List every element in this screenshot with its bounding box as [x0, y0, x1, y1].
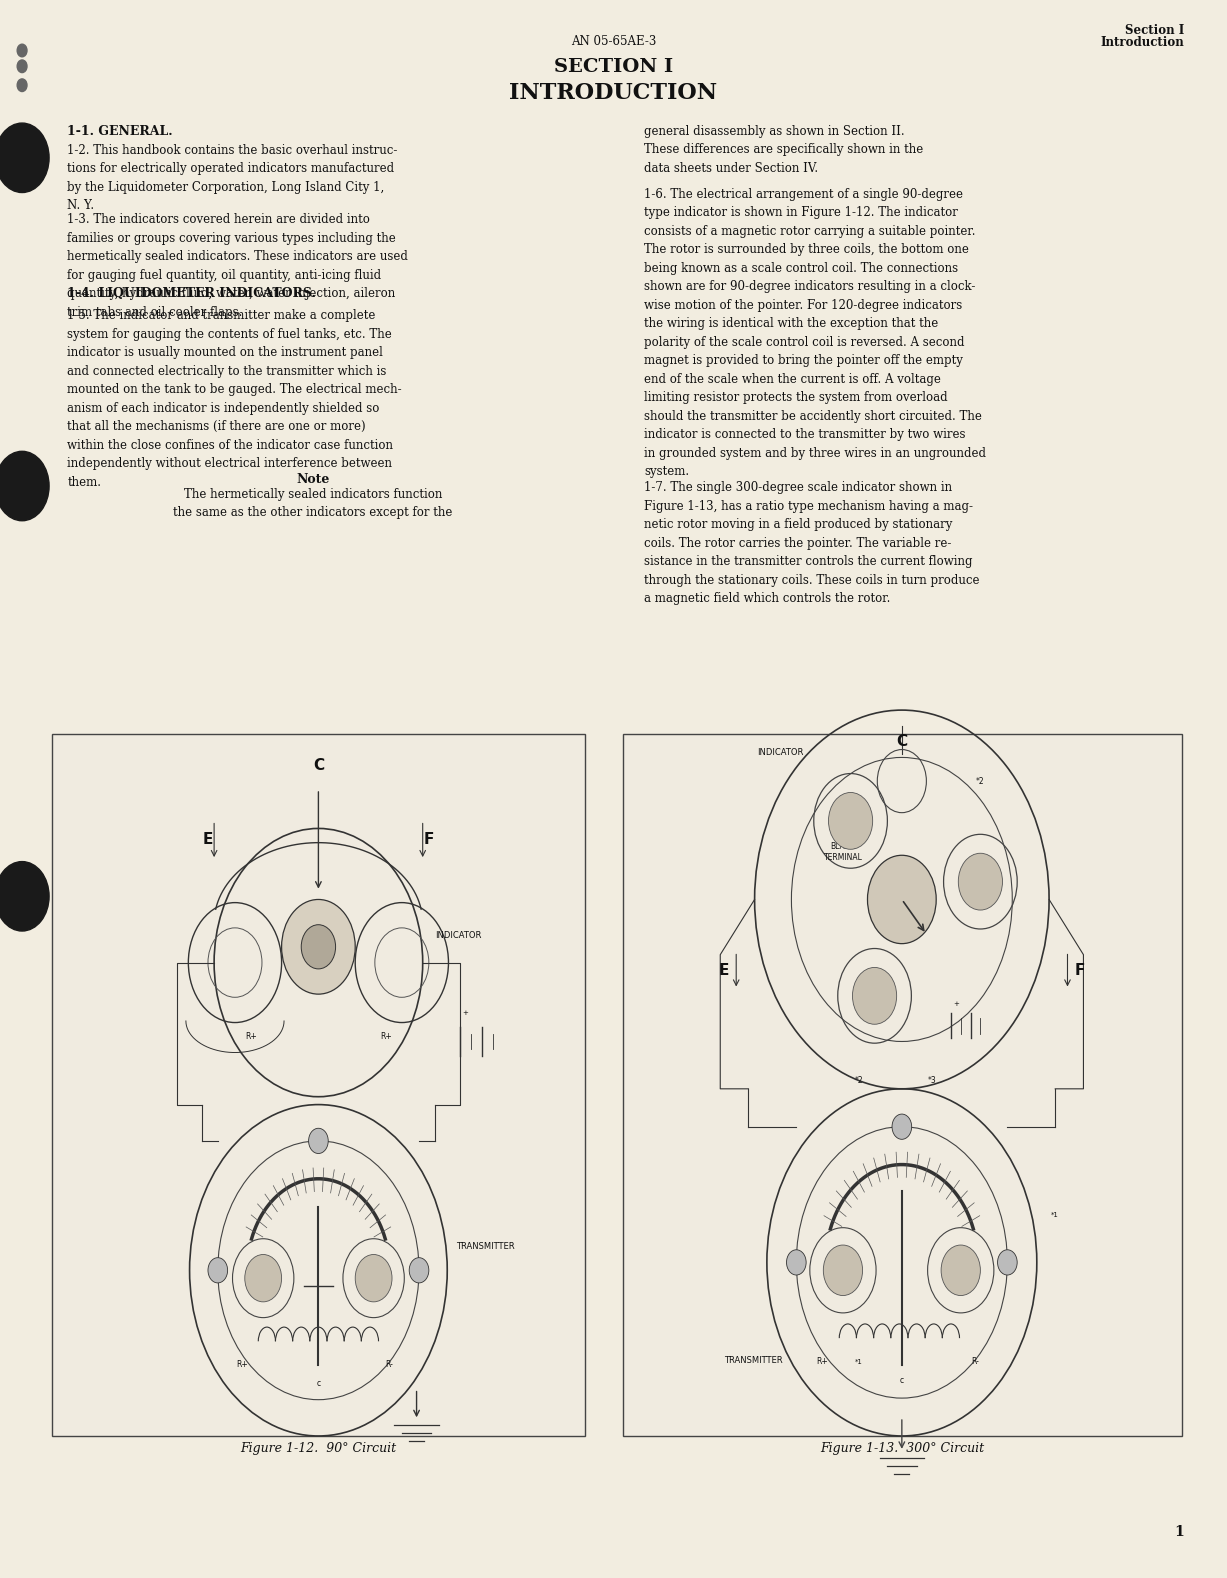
Circle shape	[0, 123, 49, 193]
Text: R+: R+	[380, 1032, 391, 1041]
Circle shape	[941, 1245, 980, 1296]
Circle shape	[356, 1255, 391, 1302]
Text: R+: R+	[816, 1357, 828, 1367]
Text: Figure 1-12.  90° Circuit: Figure 1-12. 90° Circuit	[240, 1442, 396, 1455]
Text: 1-6. The electrical arrangement of a single 90-degree
type indicator is shown in: 1-6. The electrical arrangement of a sin…	[644, 188, 987, 478]
Circle shape	[892, 1114, 912, 1139]
Text: *2: *2	[854, 1076, 864, 1086]
Circle shape	[867, 855, 936, 944]
Text: TRANSMITTER: TRANSMITTER	[455, 1242, 514, 1251]
Circle shape	[853, 967, 897, 1024]
Circle shape	[17, 60, 27, 73]
Text: INDICATOR: INDICATOR	[436, 931, 481, 940]
Text: E: E	[202, 832, 213, 847]
Text: INTRODUCTION: INTRODUCTION	[509, 82, 718, 104]
Text: 1-2. This handbook contains the basic overhaul instruc-
tions for electrically o: 1-2. This handbook contains the basic ov…	[67, 144, 398, 211]
Text: 1-4. LIQUIDOMETER INDICATORS.: 1-4. LIQUIDOMETER INDICATORS.	[67, 287, 317, 300]
Text: BLANK
TERMINAL: BLANK TERMINAL	[823, 843, 863, 862]
Circle shape	[0, 862, 49, 931]
Text: c: c	[899, 1376, 904, 1385]
Circle shape	[0, 451, 49, 521]
Text: *1: *1	[1052, 1212, 1059, 1218]
Bar	[52, 734, 585, 1436]
Circle shape	[245, 1255, 281, 1302]
Text: +: +	[463, 1010, 469, 1016]
Text: F: F	[1075, 963, 1085, 978]
Circle shape	[787, 1250, 806, 1275]
Text: 1-7. The single 300-degree scale indicator shown in
Figure 1-13, has a ratio typ: 1-7. The single 300-degree scale indicat…	[644, 481, 979, 606]
Text: C: C	[313, 757, 324, 773]
Text: Figure 1-13.  300° Circuit: Figure 1-13. 300° Circuit	[821, 1442, 984, 1455]
Text: TRANSMITTER: TRANSMITTER	[724, 1356, 783, 1365]
Text: F: F	[423, 832, 434, 847]
Text: C: C	[896, 734, 908, 750]
Text: 1: 1	[1174, 1524, 1184, 1539]
Circle shape	[17, 79, 27, 92]
Text: R+: R+	[237, 1360, 248, 1370]
Text: AN 05-65AE-3: AN 05-65AE-3	[571, 35, 656, 47]
Text: R-: R-	[972, 1357, 979, 1367]
Text: general disassembly as shown in Section II.
These differences are specifically s: general disassembly as shown in Section …	[644, 125, 924, 175]
Text: 1-5. The indicator and transmitter make a complete
system for gauging the conten: 1-5. The indicator and transmitter make …	[67, 309, 402, 489]
Bar	[623, 734, 1182, 1436]
Text: 1-1. GENERAL.: 1-1. GENERAL.	[67, 125, 173, 137]
Text: 1-3. The indicators covered herein are divided into
families or groups covering : 1-3. The indicators covered herein are d…	[67, 213, 409, 319]
Text: c: c	[317, 1379, 320, 1389]
Circle shape	[17, 44, 27, 57]
Text: *3: *3	[928, 1076, 937, 1086]
Text: Note: Note	[296, 473, 330, 486]
Text: The hermetically sealed indicators function
the same as the other indicators exc: The hermetically sealed indicators funct…	[173, 488, 453, 519]
Text: Introduction: Introduction	[1101, 36, 1184, 49]
Circle shape	[309, 1128, 328, 1154]
Circle shape	[823, 1245, 863, 1296]
Circle shape	[998, 1250, 1017, 1275]
Text: +: +	[953, 1000, 958, 1007]
Circle shape	[958, 854, 1002, 911]
Text: Section I: Section I	[1125, 24, 1184, 36]
Circle shape	[410, 1258, 429, 1283]
Text: INDICATOR: INDICATOR	[757, 748, 804, 757]
Circle shape	[302, 925, 335, 969]
Text: SECTION I: SECTION I	[553, 58, 674, 76]
Text: *2: *2	[975, 776, 984, 786]
Text: *1: *1	[855, 1359, 863, 1365]
Circle shape	[281, 899, 356, 994]
Circle shape	[207, 1258, 228, 1283]
Text: R-: R-	[385, 1360, 394, 1370]
Text: R+: R+	[245, 1032, 256, 1041]
Text: E: E	[719, 963, 729, 978]
Circle shape	[828, 792, 872, 849]
